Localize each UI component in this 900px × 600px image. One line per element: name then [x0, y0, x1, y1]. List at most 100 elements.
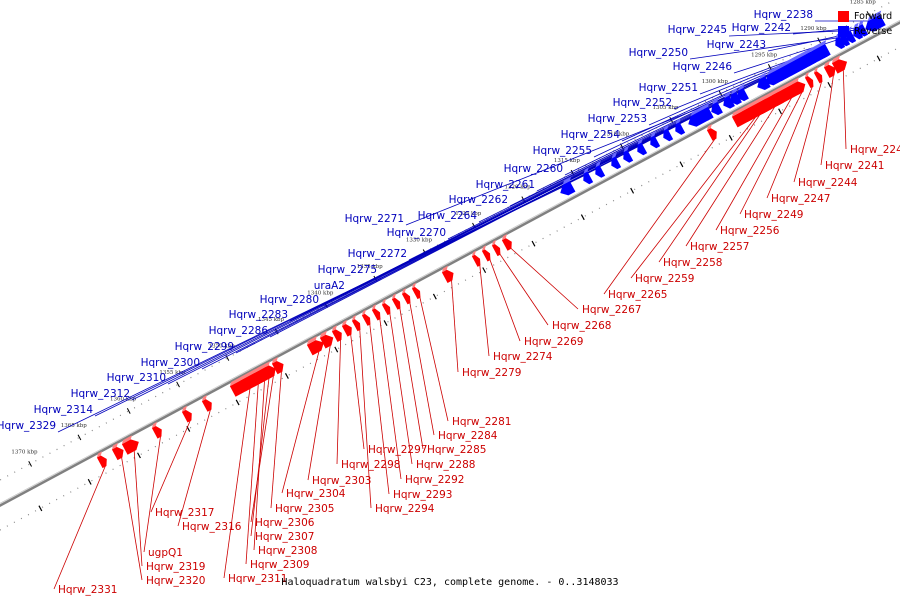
forward-gene [831, 55, 848, 74]
scale-tick-label: 1295 kbp [751, 52, 778, 58]
gene-arrow-top [229, 368, 256, 387]
leader-line [177, 408, 212, 527]
legend-reverse-label: Reverse [854, 25, 893, 37]
gene-label: Hqrw_2314 [34, 404, 94, 416]
gene-arrow-body [688, 109, 709, 127]
gene-arrow-body [731, 98, 774, 128]
forward-gene [731, 94, 774, 128]
gene-label: Hqrw_2297 [368, 444, 427, 456]
gene-label: Hqrw_2240 [850, 144, 900, 156]
leader-line [685, 105, 776, 247]
gene-arrow-body [623, 150, 634, 163]
gene-arrow-body [853, 26, 864, 40]
gene-label: Hqrw_2241 [825, 160, 884, 172]
gene-label: Hqrw_2255 [533, 145, 592, 157]
gene-label: Hqrw_2311 [228, 573, 287, 585]
gene-arrow-body [663, 128, 674, 142]
scale-tick-label: 1360 kbp [110, 396, 137, 402]
gene-arrow-body [361, 313, 371, 326]
gene-label: Hqrw_2274 [493, 351, 553, 363]
gene-arrow-top [391, 293, 397, 300]
reverse-gene [853, 22, 864, 40]
leader-line [739, 91, 803, 215]
gene-label: Hqrw_2306 [255, 517, 315, 529]
forward-gene [201, 395, 212, 412]
reverse-gene [650, 131, 661, 149]
gene-arrow-top [331, 325, 337, 332]
forward-gene [361, 309, 371, 326]
gene-label: Hqrw_2246 [673, 61, 733, 73]
scale-tick [28, 460, 32, 467]
leader-line [603, 137, 716, 295]
gene-arrow-body [341, 323, 352, 337]
gene-arrow-body [96, 455, 107, 469]
forward-gene [813, 67, 823, 84]
gene-label: Hqrw_2261 [476, 179, 535, 191]
gene-arrow-body [595, 165, 606, 178]
gene-arrow-top [96, 451, 102, 458]
gene-label: Hqrw_2279 [462, 367, 521, 379]
gene-arrow-body [121, 439, 139, 455]
scale-tick-label: 1350 kbp [209, 343, 236, 349]
forward-gene [481, 245, 491, 262]
leader-line [336, 339, 342, 465]
reverse-gene [560, 177, 576, 196]
leader-line [143, 435, 162, 553]
legend-forward: Forward [838, 9, 892, 23]
minor-tick [235, 399, 240, 406]
gene-label: Hqrw_2238 [754, 9, 813, 21]
gene-label: Hqrw_2267 [582, 304, 641, 316]
gene-arrow-body [229, 372, 263, 397]
leader-line [250, 375, 274, 523]
gene-arrow-top [471, 250, 477, 257]
legend-forward-swatch [838, 10, 849, 22]
gene-arrow-body [737, 87, 749, 102]
gene-label: Hqrw_2294 [375, 503, 435, 515]
forward-gene [121, 435, 139, 455]
leader-line [842, 69, 847, 150]
gene-label: Hqrw_2293 [393, 489, 452, 501]
forward-gene [706, 124, 717, 141]
gene-arrow-top [341, 319, 347, 327]
gene-label: Hqrw_2320 [146, 575, 205, 587]
minor-tick [728, 134, 733, 141]
forward-gene [229, 368, 263, 397]
leader-line [350, 333, 365, 450]
leader-line [281, 350, 320, 494]
gene-arrow-top [759, 72, 767, 80]
gene-arrow-top [675, 118, 681, 125]
minor-tick [334, 346, 339, 353]
scale-tick-label: 1305 kbp [652, 105, 679, 111]
leader-line [399, 307, 424, 450]
gene-arrow-body [835, 36, 846, 49]
gene-label: Hqrw_2298 [341, 459, 400, 471]
leader-line [820, 74, 834, 166]
minor-tick [432, 293, 437, 300]
minor-tick [679, 161, 684, 168]
forward-gene [306, 336, 324, 356]
minor-tick [580, 214, 585, 221]
gene-label: Hqrw_2254 [561, 129, 621, 141]
minor-tick [87, 478, 92, 485]
leader-line [57, 185, 565, 433]
reverse-gene [723, 91, 735, 109]
forward-gene [471, 250, 481, 267]
gene-arrow-body [823, 64, 836, 78]
scale-tick-label: 1300 kbp [702, 79, 729, 85]
gene-label: Hqrw_2284 [438, 430, 498, 442]
scale-tick-label: 1335 kbp [357, 264, 384, 270]
gene-label: Hqrw_2281 [452, 416, 511, 428]
gene-arrow-top [853, 22, 859, 29]
gene-arrow-top [583, 167, 589, 174]
gene-arrow-body [637, 142, 648, 156]
gene-label: Hqrw_2308 [258, 545, 317, 557]
forward-gene [804, 71, 814, 89]
leader-line [223, 387, 251, 579]
gene-arrow-top [813, 67, 819, 73]
leader-line [270, 370, 282, 509]
gene-label: Hqrw_2265 [608, 289, 667, 301]
leader-line [409, 302, 435, 436]
reverse-gene [637, 138, 648, 156]
gene-label: Hqrw_2304 [286, 488, 346, 500]
